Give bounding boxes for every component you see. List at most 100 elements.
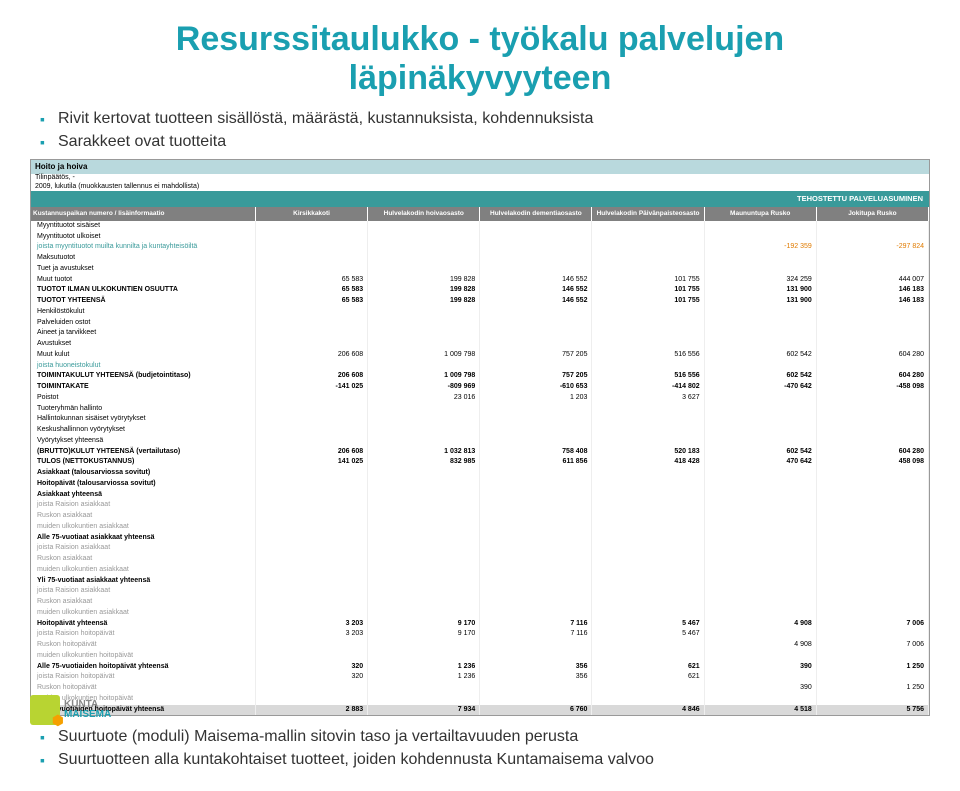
cell — [704, 500, 816, 511]
row-label: TULOS (NETTOKUSTANNUS) — [31, 457, 256, 468]
table-row: TOIMINTAKATE-141 025-809 969-610 653-414… — [31, 382, 929, 393]
cell: 1 009 798 — [368, 371, 480, 382]
bullet: Rivit kertovat tuotteen sisällöstä, määr… — [40, 108, 930, 130]
row-label: TOIMINTAKATE — [31, 382, 256, 393]
cell — [256, 242, 368, 253]
cell — [256, 511, 368, 522]
cell: 6 760 — [480, 705, 592, 716]
cell: 4 908 — [704, 619, 816, 630]
cell — [480, 565, 592, 576]
cell: -192 359 — [704, 242, 816, 253]
cell — [816, 586, 928, 597]
cell — [368, 683, 480, 694]
cell: 602 542 — [704, 447, 816, 458]
row-label: Henkilöstökulut — [31, 307, 256, 318]
cell: 390 — [704, 683, 816, 694]
cell: 146 552 — [480, 275, 592, 286]
cell — [480, 651, 592, 662]
cell — [256, 554, 368, 565]
cell — [704, 543, 816, 554]
table-row: Ruskon asiakkaat — [31, 597, 929, 608]
cell — [592, 339, 704, 350]
row-label: (BRUTTO)KULUT YHTEENSÄ (vertailutaso) — [31, 447, 256, 458]
row-label: Hallintokunnan sisäiset vyörytykset — [31, 414, 256, 425]
cell — [368, 232, 480, 243]
cell: 9 170 — [368, 629, 480, 640]
row-label: Hoitopäivät (talousarviossa sovitut) — [31, 479, 256, 490]
cell — [592, 242, 704, 253]
cell: 324 259 — [704, 275, 816, 286]
cell — [816, 490, 928, 501]
meta-line: 2009, lukutila (muokkausten tallennus ei… — [31, 183, 929, 192]
cell — [480, 640, 592, 651]
cell: 516 556 — [592, 371, 704, 382]
row-label: Keskushallinnon vyörytykset — [31, 425, 256, 436]
cell: 320 — [256, 662, 368, 673]
cell — [592, 436, 704, 447]
cell — [368, 554, 480, 565]
cell — [592, 640, 704, 651]
cell — [592, 479, 704, 490]
cell — [368, 651, 480, 662]
cell: 621 — [592, 662, 704, 673]
sheet-band-title: TEHOSTETTU PALVELUASUMINEN — [31, 191, 929, 206]
row-label: joista Raision asiakkaat — [31, 586, 256, 597]
cell — [592, 221, 704, 232]
column-header: Hulvelakodin dementiaosasto — [480, 207, 592, 221]
cell — [816, 328, 928, 339]
cell: 5 756 — [816, 705, 928, 716]
table-row: muiden ulkokuntien hoitopäivät — [31, 694, 929, 705]
cell: 7 116 — [480, 629, 592, 640]
cell — [368, 490, 480, 501]
cell — [816, 436, 928, 447]
cell — [256, 414, 368, 425]
table-row: Hoitopäivät yhteensä3 2039 1707 1165 467… — [31, 619, 929, 630]
table-row: Myyntituotot sisäiset — [31, 221, 929, 232]
cell: 5 467 — [592, 629, 704, 640]
cell: 65 583 — [256, 275, 368, 286]
cell — [704, 253, 816, 264]
cell: 23 016 — [368, 393, 480, 404]
cell — [480, 522, 592, 533]
cell — [816, 597, 928, 608]
row-label: Hoitopäivät yhteensä — [31, 619, 256, 630]
cell — [704, 425, 816, 436]
cell: 199 828 — [368, 275, 480, 286]
spreadsheet-screenshot: Hoito ja hoiva Tilinpäätös, - 2009, luku… — [30, 159, 930, 717]
table-row: joista Raision asiakkaat — [31, 500, 929, 511]
cell — [368, 500, 480, 511]
cell: -414 802 — [592, 382, 704, 393]
cell: 604 280 — [816, 371, 928, 382]
cell — [592, 500, 704, 511]
row-label: muiden ulkokuntien asiakkaat — [31, 522, 256, 533]
table-row: TOIMINTAKULUT YHTEENSÄ (budjetointitaso)… — [31, 371, 929, 382]
cell — [704, 597, 816, 608]
cell — [368, 586, 480, 597]
cell — [816, 221, 928, 232]
cell — [256, 500, 368, 511]
cell — [704, 361, 816, 372]
cell — [592, 328, 704, 339]
cell — [704, 468, 816, 479]
cell — [480, 586, 592, 597]
cell: 458 098 — [816, 457, 928, 468]
cell: 611 856 — [480, 457, 592, 468]
cell — [816, 253, 928, 264]
cell: 101 755 — [592, 285, 704, 296]
cell — [816, 522, 928, 533]
cell: 621 — [592, 672, 704, 683]
table-row: joista myyntituotot muilta kunnilta ja k… — [31, 242, 929, 253]
table-row: Ruskon asiakkaat — [31, 554, 929, 565]
cell — [816, 232, 928, 243]
bottom-bullet-list: Suurtuote (moduli) Maisema-mallin sitovi… — [40, 726, 930, 771]
cell: 3 203 — [256, 629, 368, 640]
row-label: joista Raision asiakkaat — [31, 543, 256, 554]
cell — [592, 576, 704, 587]
table-row: (BRUTTO)KULUT YHTEENSÄ (vertailutaso)206… — [31, 447, 929, 458]
table-row: TUOTOT ILMAN ULKOKUNTIEN OSUUTTA65 58319… — [31, 285, 929, 296]
cell: 141 025 — [256, 457, 368, 468]
cell — [816, 414, 928, 425]
cell — [480, 264, 592, 275]
cell — [704, 694, 816, 705]
cell — [480, 232, 592, 243]
